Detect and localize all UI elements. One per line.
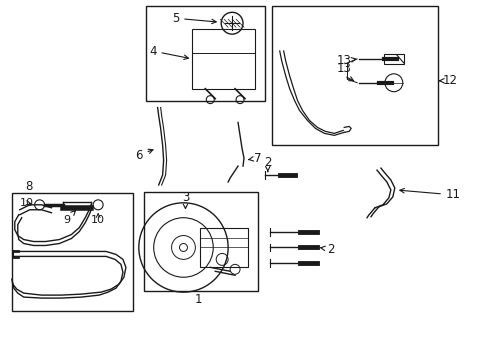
Text: 13: 13 — [336, 62, 351, 75]
Bar — [192, 29, 254, 89]
Bar — [12, 193, 133, 311]
Text: 4: 4 — [149, 45, 188, 59]
Text: 7: 7 — [248, 152, 261, 165]
Text: 10: 10 — [91, 215, 105, 225]
Text: 12: 12 — [439, 74, 457, 87]
Text: 11: 11 — [399, 188, 460, 201]
Bar — [143, 192, 257, 291]
Text: 9: 9 — [62, 211, 75, 225]
Text: 5: 5 — [171, 12, 216, 25]
Text: 6: 6 — [135, 149, 153, 162]
Text: 10: 10 — [20, 198, 34, 208]
Text: 8: 8 — [25, 180, 32, 193]
Text: 3: 3 — [182, 192, 189, 208]
Bar — [200, 228, 247, 267]
Bar — [271, 6, 438, 145]
Text: 2: 2 — [320, 243, 334, 256]
Bar — [383, 54, 403, 64]
Text: 2: 2 — [264, 156, 271, 171]
Bar — [145, 6, 264, 100]
Text: 1: 1 — [194, 293, 202, 306]
Text: 13: 13 — [336, 54, 355, 67]
